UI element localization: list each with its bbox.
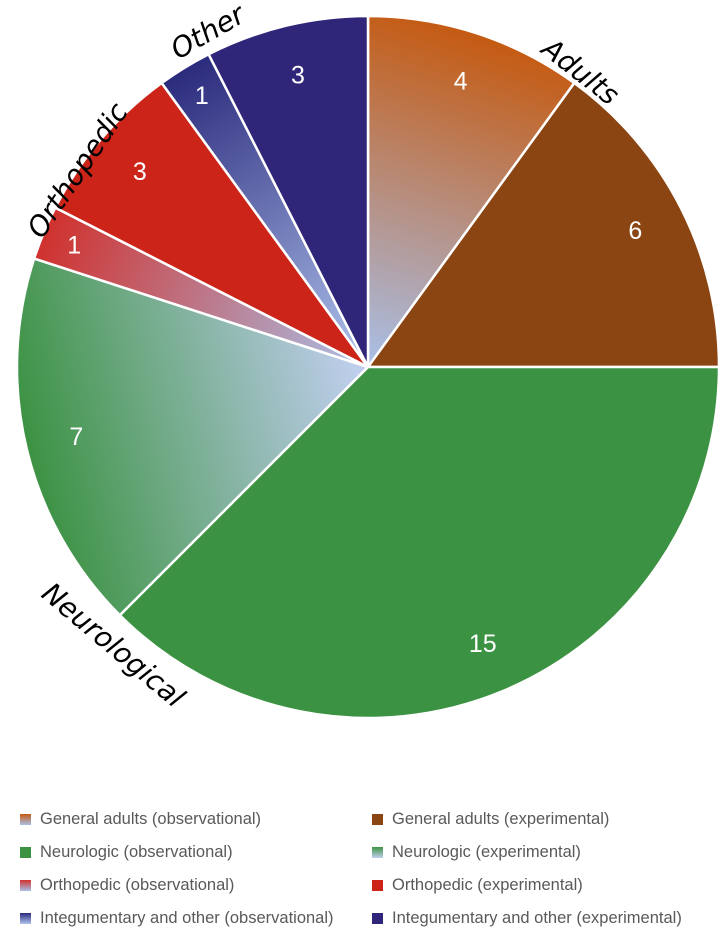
- legend-item: Orthopedic (experimental): [372, 874, 720, 896]
- legend-label: Neurologic (experimental): [392, 842, 581, 861]
- slice-value-label: 3: [133, 158, 147, 186]
- slice-value-label: 6: [628, 217, 642, 245]
- slice-value-label: 1: [195, 82, 209, 110]
- legend-label: Neurologic (observational): [40, 842, 233, 861]
- legend-item: Neurologic (experimental): [372, 841, 720, 863]
- pie-slice: [206, 14, 370, 368]
- legend-swatch: [20, 813, 31, 825]
- chart-legend: General adults (observational) General a…: [20, 808, 720, 929]
- legend-item: Orthopedic (observational): [20, 874, 372, 896]
- legend-label: Orthopedic (observational): [40, 875, 235, 894]
- slice-value-label: 4: [454, 68, 468, 96]
- slice-value-label: 3: [291, 61, 305, 89]
- legend-label: Orthopedic (experimental): [392, 875, 583, 894]
- legend-item: Integumentary and other (experimental): [372, 907, 720, 929]
- legend-item: Neurologic (observational): [20, 841, 372, 863]
- legend-swatch: [372, 813, 383, 825]
- pie-slice-labels: 4 6 15 7 1 3 1 3: [67, 61, 642, 658]
- legend-item: General adults (observational): [20, 808, 372, 830]
- slice-value-label: 7: [69, 423, 83, 451]
- legend-label: Integumentary and other (experimental): [392, 908, 682, 927]
- pie-slice: [53, 81, 370, 369]
- legend-label: General adults (observational): [40, 809, 262, 828]
- pie-slice: [118, 365, 721, 720]
- legend-swatch: [372, 912, 383, 924]
- slice-value-label: 1: [67, 231, 81, 259]
- legend-swatch: [20, 846, 31, 858]
- slice-value-label: 15: [469, 630, 497, 658]
- legend-swatch: [372, 879, 383, 891]
- legend-label: General adults (experimental): [392, 809, 610, 828]
- legend-swatch: [20, 912, 31, 924]
- pie-slice: [15, 256, 371, 617]
- legend-swatch: [20, 879, 31, 891]
- legend-item: Integumentary and other (observational): [20, 907, 372, 929]
- pie-slice: [366, 14, 577, 371]
- pie-slices: [15, 14, 721, 720]
- legend-item: General adults (experimental): [372, 808, 720, 830]
- pie-slice: [365, 81, 721, 369]
- legend-swatch: [372, 846, 383, 858]
- legend-label: Integumentary and other (observational): [40, 908, 334, 927]
